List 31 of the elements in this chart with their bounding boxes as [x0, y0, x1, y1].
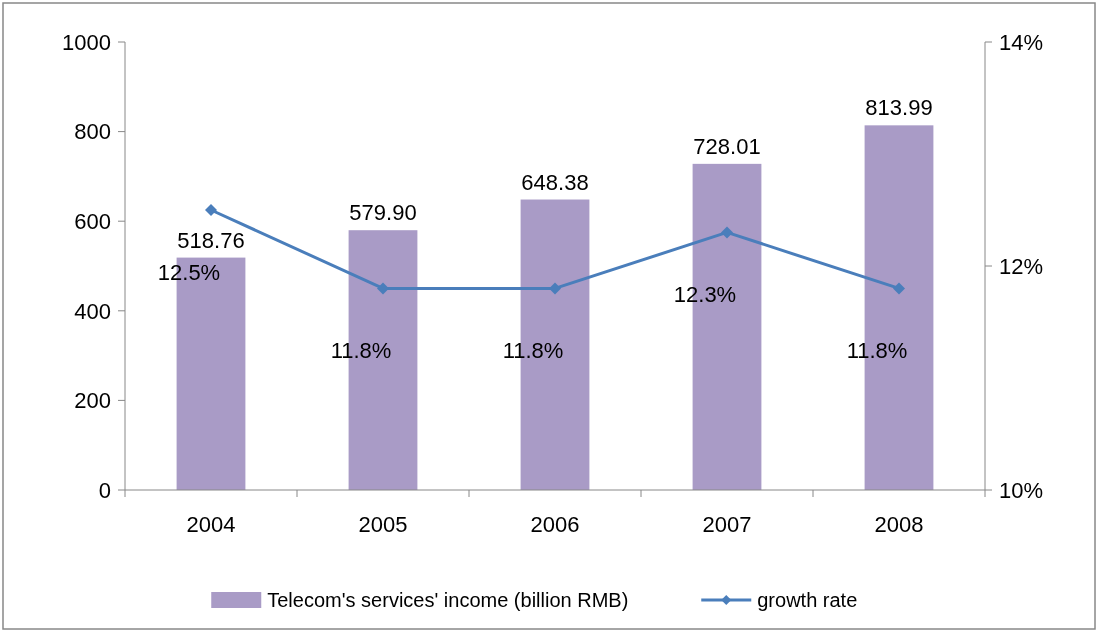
data-label: 11.8%: [502, 338, 564, 364]
x-tick-label: 2007: [702, 512, 752, 537]
y-tick-label: 1000: [62, 29, 111, 55]
legend-label: Telecom's services' income (billion RMB): [267, 589, 629, 611]
data-label: 813.99: [865, 95, 933, 121]
data-label: 12.3%: [673, 282, 737, 308]
y-tick-label: 800: [74, 119, 111, 145]
point: [205, 204, 217, 216]
point: [549, 282, 561, 295]
y2-tick-label: 10%: [999, 477, 1044, 503]
y2-tick-label: 14%: [999, 29, 1044, 55]
data-label: 648.38: [521, 169, 589, 195]
data-label: 12.5%: [157, 260, 221, 285]
y-tick-label: 0: [98, 477, 111, 503]
x-tick-label: 2005: [358, 512, 408, 537]
x-tick-label: 2008: [874, 512, 924, 537]
data-label: 11.8%: [846, 338, 908, 364]
legend-label: growth rate: [757, 589, 858, 611]
data-label: 579.90: [349, 200, 417, 226]
data-label: 11.8%: [330, 338, 392, 364]
data-label: 728.01: [693, 133, 761, 159]
y-tick-label: 200: [74, 388, 111, 414]
point: [893, 282, 905, 295]
data-label: 518.76: [177, 227, 245, 253]
x-tick-label: 2004: [186, 512, 236, 537]
point: [721, 226, 733, 239]
y-tick-label: 400: [74, 298, 111, 324]
x-tick-label: 2006: [530, 512, 580, 537]
point: [377, 282, 389, 295]
y-tick-label: 600: [74, 208, 111, 234]
y2-tick-label: 12%: [999, 253, 1044, 279]
